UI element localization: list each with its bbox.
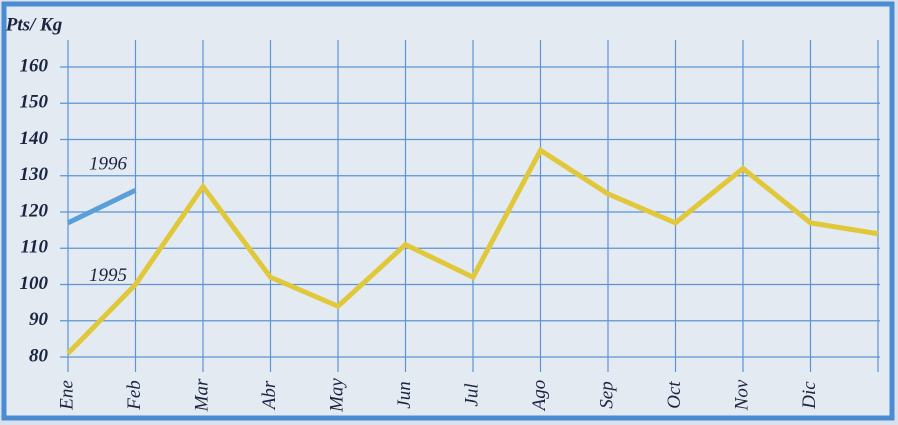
- y-tick-label: 150: [20, 92, 49, 113]
- y-axis-label: Pts/ Kg: [5, 14, 62, 35]
- series-label: 1996: [89, 154, 128, 175]
- x-tick-label: Feb: [124, 380, 145, 411]
- x-tick-label: Nov: [731, 379, 752, 411]
- x-tick-label: Dic: [799, 381, 820, 410]
- frame: [4, 4, 892, 418]
- x-tick-label: Jul: [461, 383, 482, 406]
- x-tick-label: Oct: [664, 381, 685, 409]
- x-tick-label: May: [326, 378, 347, 413]
- y-tick-label: 130: [20, 164, 49, 185]
- x-tick-label: Mar: [191, 378, 212, 412]
- x-tick-label: Ene: [56, 380, 77, 411]
- chart: Pts/ Kg 80 90 100 110 120 130 140 150 160 Ene Feb M…: [0, 0, 898, 425]
- y-tick-label: 90: [29, 309, 49, 330]
- y-tick-label: 160: [20, 55, 49, 76]
- x-tick-label: Jun: [394, 381, 415, 408]
- x-tick-label: Ago: [529, 380, 550, 413]
- x-tick-label: Abr: [259, 380, 280, 411]
- series-label: 1995: [89, 265, 127, 286]
- y-tick-label: 80: [29, 345, 49, 366]
- y-tick-label: 100: [20, 273, 49, 294]
- y-tick-label: 120: [20, 200, 49, 221]
- y-tick-label: 110: [21, 237, 49, 258]
- x-tick-label: Sep: [596, 381, 617, 408]
- y-tick-label: 140: [20, 128, 49, 149]
